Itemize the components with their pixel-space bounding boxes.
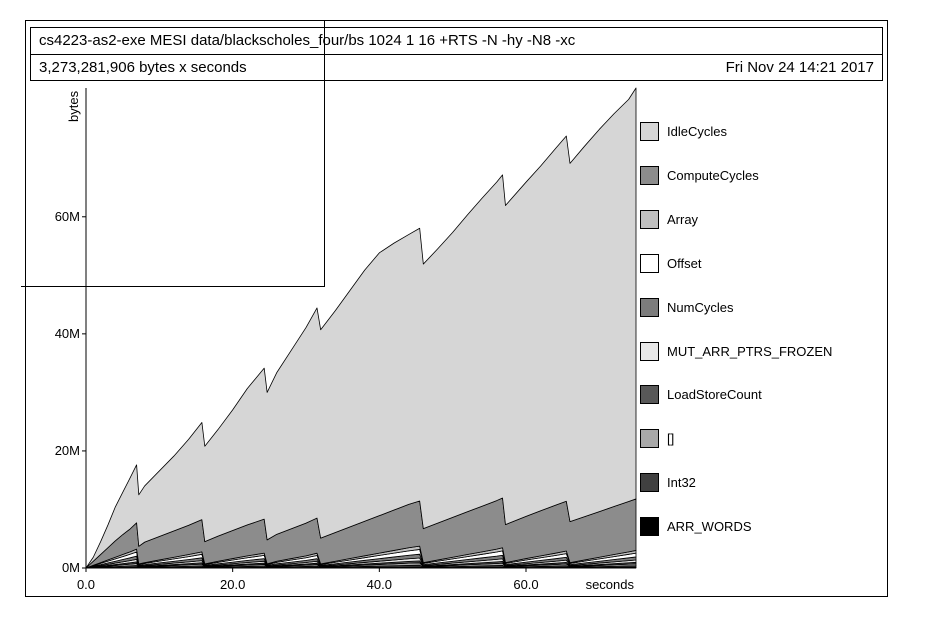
legend-swatch	[640, 165, 659, 185]
legend-label: ARR_WORDS	[667, 519, 752, 535]
legend-item: Array	[640, 209, 880, 230]
legend-swatch	[640, 122, 659, 141]
legend-item: NumCycles	[640, 297, 880, 318]
chart-frame	[25, 20, 888, 597]
legend-item: IdleCycles	[640, 122, 880, 142]
y-tick-label: 40M	[55, 326, 80, 341]
legend-label: []	[667, 431, 675, 447]
legend-swatch	[640, 297, 659, 317]
legend-label: LoadStoreCount	[667, 387, 762, 403]
legend-item: []	[640, 429, 880, 449]
legend-item: LoadStoreCount	[640, 385, 880, 405]
x-ticks: 0.0 20.0 40.0 60.0	[77, 568, 539, 592]
overlay-box	[24, 20, 325, 287]
x-tick-label: 40.0	[367, 577, 392, 592]
legend-swatch	[640, 429, 659, 449]
legend-swatch	[640, 473, 659, 493]
x-tick-label: 20.0	[220, 577, 245, 592]
legend-swatch	[640, 253, 659, 273]
legend-swatch	[640, 385, 659, 405]
header-divider	[31, 54, 882, 55]
legend-label: ComputeCycles	[667, 167, 759, 183]
legend-label: IdleCycles	[667, 124, 727, 139]
legend-label: MUT_ARR_PTRS_FROZEN	[667, 343, 833, 359]
legend-item: Offset	[640, 253, 880, 274]
legend-label: Array	[667, 211, 699, 227]
y-ticks: 0M 20M 40M 60M	[55, 209, 86, 575]
chart-header: cs4223-as2-exe MESI data/blackscholes_fo…	[30, 27, 883, 81]
y-tick-label: 20M	[55, 443, 80, 458]
legend-item: ComputeCycles	[640, 165, 880, 186]
total-bytes-seconds: 3,273,281,906 bytes x seconds	[39, 59, 247, 76]
legend-swatch	[640, 517, 659, 537]
legend-item: Int32	[640, 473, 880, 493]
x-axis-label: seconds	[586, 577, 635, 592]
run-timestamp: Fri Nov 24 14:21 2017	[725, 59, 874, 76]
legend-label: Offset	[667, 255, 702, 271]
legend-label: Int32	[667, 475, 696, 491]
chart-title: cs4223-as2-exe MESI data/blackscholes_fo…	[39, 32, 576, 49]
y-axis-label: bytes	[66, 90, 81, 122]
legend-swatch	[640, 209, 659, 229]
y-tick-label: 0M	[62, 560, 80, 575]
overlay-tick	[21, 286, 27, 287]
axes	[85, 88, 636, 569]
legend-label: NumCycles	[667, 299, 734, 315]
area-idlecycles	[85, 87, 637, 569]
legend-item: ARR_WORDS	[640, 517, 880, 537]
y-tick-label: 60M	[55, 209, 80, 224]
legend-swatch	[640, 341, 659, 361]
legend-item: MUT_ARR_PTRS_FROZEN	[640, 341, 880, 362]
x-tick-label: 60.0	[513, 577, 538, 592]
x-tick-label: 0.0	[77, 577, 95, 592]
